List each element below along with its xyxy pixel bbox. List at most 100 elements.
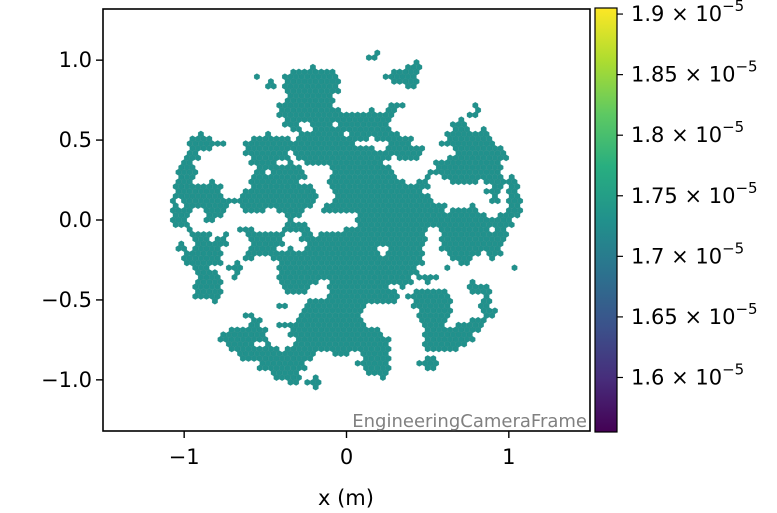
camera-pixel [361,112,366,118]
camera-pixel [324,69,329,75]
camera-pixel [484,284,489,290]
camera-pixel [369,327,374,333]
camera-pixel [439,140,444,146]
camera-pixel [344,226,349,232]
colorbar-tick-label: 1.8 × 10−5 [631,118,744,147]
camera-pixel [274,346,279,352]
camera-pixel [439,160,444,166]
camera-pixel [302,183,307,189]
camera-pixel [461,207,466,213]
camera-pixel [470,279,475,285]
camera-pixel [296,250,301,256]
camera-pixel [403,136,408,142]
y-tick-label: 1.0 [59,48,92,72]
camera-pixel [386,164,391,170]
camera-pixel [394,131,399,137]
camera-pixel [417,360,422,366]
camera-pixel [397,69,402,75]
camera-pixel [349,226,354,232]
camera-pixel [240,327,245,333]
camera-pixel [277,303,282,309]
camera-pixel [335,231,340,237]
camera-pixel [475,317,480,323]
camera-pixel [209,179,214,185]
camera-pixel [442,203,447,209]
camera-pixel [447,155,452,161]
camera-pixel [288,322,293,328]
camera-pixel [330,231,335,237]
colorbar-tick-label: 1.9 × 10−5 [631,0,744,26]
camera-pixel [431,289,436,295]
camera-pixel [251,136,256,142]
camera-pixel [509,174,514,180]
camera-pixel [450,207,455,213]
camera-pixel [257,317,262,323]
camera-pixel [263,231,268,237]
camera-pixel [498,145,503,151]
camera-pixel [302,69,307,75]
camera-pixel [254,74,259,80]
camera-pixel [467,112,472,118]
camera-pixel [235,327,240,333]
camera-pixel [428,274,433,280]
camera-pixel [243,140,248,146]
y-tick-label: −0.5 [41,288,92,312]
camera-pixel [394,102,399,108]
colorbar-tick-label: 1.6 × 10−5 [631,360,744,389]
camera-pixel [375,50,380,56]
camera-pixel [425,193,430,199]
camera-pixel [296,222,301,228]
camera-pixel [179,241,184,247]
camera-pixel [257,231,262,237]
camera-pixel [408,136,413,142]
camera-pixel [285,346,290,352]
camera-pixel [279,164,284,170]
x-axis-label: x (m) [318,486,374,510]
camera-pixel [414,59,419,65]
camera-pixel [386,336,391,342]
camera-pixel [436,203,441,209]
camera-pixel [425,355,430,361]
camera-pixel [291,69,296,75]
camera-pixel [428,169,433,175]
camera-pixel [405,293,410,299]
camera-pixel [456,207,461,213]
camera-pixel [198,131,203,137]
camera-pixel [207,136,212,142]
camera-pixel [419,145,424,151]
x-axis: −1 0 1 [169,431,516,469]
camera-pixel [400,179,405,185]
camera-pixel [257,346,262,352]
camera-pixel [310,64,315,70]
camera-pixel [484,188,489,194]
camera-pixel [223,231,228,237]
camera-pixel [201,183,206,189]
camera-pixel [305,379,310,385]
camera-pixel [249,226,254,232]
camera-pixel [330,69,335,75]
camera-pixel [243,312,248,318]
camera-pixel [268,231,273,237]
camera-pixel [190,136,195,142]
camera-pixel [447,327,452,333]
camera-pixel [414,145,419,151]
camera-pixel [436,289,441,295]
x-tick-label: −1 [169,445,200,469]
camera-pixel [369,107,374,113]
y-tick-label: −1.0 [41,368,92,392]
camera-pixel [274,231,279,237]
camera-pixel [445,131,450,137]
camera-pixel [229,327,234,333]
camera-pixel [319,298,324,304]
camera-pixel [425,289,430,295]
camera-pixel [207,231,212,237]
camera-pixel [277,322,282,328]
camera-pixel [512,265,517,271]
camera-pixel [470,203,475,209]
camera-pixel [305,131,310,137]
camera-pixel [324,231,329,237]
camera-pixel [221,331,226,337]
camera-pixel [414,289,419,295]
y-tick-label: 0.5 [59,128,92,152]
camera-pixel [324,203,329,209]
